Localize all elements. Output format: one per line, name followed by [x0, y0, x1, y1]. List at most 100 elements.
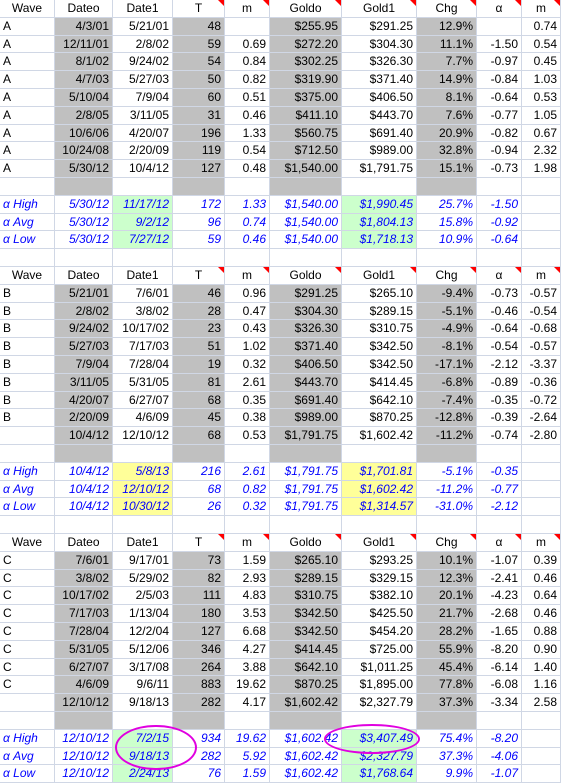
data-cell: B	[0, 391, 55, 410]
data-cell: A	[0, 160, 55, 178]
data-cell: C	[0, 551, 55, 570]
comment-marker	[470, 267, 476, 273]
stat-cell: $1,602.42	[342, 480, 417, 499]
data-cell: 19.62	[225, 676, 270, 695]
data-cell: 9/17/01	[113, 551, 173, 570]
data-cell: $342.50	[270, 605, 342, 623]
comment-marker	[410, 534, 416, 540]
data-cell: -0.89	[477, 373, 522, 392]
stat-cell: $1,804.13	[342, 213, 417, 232]
header-cell: m	[522, 0, 561, 18]
data-cell: 111	[173, 587, 225, 606]
data-cell: 12.3%	[417, 569, 477, 588]
data-cell: $342.50	[270, 623, 342, 641]
empty-cell	[522, 712, 561, 730]
data-cell: $691.40	[342, 124, 417, 143]
data-cell: -1.65	[477, 623, 522, 641]
data-cell: 0.39	[522, 551, 561, 570]
stat-cell: 1.33	[225, 195, 270, 214]
header-cell: Dateo	[55, 0, 113, 18]
data-cell: 9/24/02	[113, 53, 173, 72]
data-cell: 73	[173, 551, 225, 570]
data-cell: $326.30	[342, 53, 417, 72]
data-cell: 127	[173, 623, 225, 641]
stat-cell: $1,540.00	[270, 195, 342, 214]
data-cell: -0.94	[477, 142, 522, 161]
stat-cell: 10/4/12	[55, 498, 113, 517]
stat-cell: 7/2/15	[113, 729, 173, 748]
empty-cell	[270, 445, 342, 463]
data-cell: $342.50	[342, 338, 417, 356]
stat-cell: 19.62	[225, 729, 270, 748]
data-cell: 23	[173, 320, 225, 339]
stat-cell: $1,602.42	[270, 747, 342, 766]
stat-cell: $1,791.75	[270, 462, 342, 481]
empty-cell	[55, 445, 113, 463]
empty-cell	[270, 712, 342, 730]
data-cell: 2.93	[225, 569, 270, 588]
stat-cell: $1,791.75	[270, 498, 342, 517]
stat-cell: $1,602.42	[270, 729, 342, 748]
stat-cell: -0.92	[477, 213, 522, 232]
empty-cell	[225, 516, 270, 534]
stat-cell: 282	[173, 747, 225, 766]
empty-cell	[417, 712, 477, 730]
header-cell: Goldo	[270, 534, 342, 552]
comment-marker	[218, 534, 224, 540]
data-cell: $382.10	[342, 587, 417, 606]
header-cell: Chg	[417, 267, 477, 285]
data-cell: A	[0, 89, 55, 107]
stat-cell	[522, 462, 561, 481]
data-cell: $2,327.79	[342, 694, 417, 712]
data-cell: A	[0, 35, 55, 54]
empty-cell	[0, 712, 55, 730]
data-cell	[225, 17, 270, 36]
header-cell: m	[225, 534, 270, 552]
data-cell: $870.25	[270, 676, 342, 695]
data-cell: 2.58	[522, 694, 561, 712]
data-cell: 81	[173, 373, 225, 392]
data-cell: 3/11/05	[113, 106, 173, 125]
empty-cell	[225, 249, 270, 267]
header-cell: Date1	[113, 534, 173, 552]
stat-cell: $1,314.57	[342, 498, 417, 517]
empty-cell	[0, 445, 55, 463]
data-cell: 0.53	[522, 89, 561, 107]
data-cell: 45.4%	[417, 658, 477, 677]
data-cell: -4.9%	[417, 320, 477, 339]
stat-cell: 76	[173, 765, 225, 783]
comment-marker	[515, 0, 521, 6]
data-cell: 0.82	[225, 71, 270, 89]
stat-cell: 1.59	[225, 765, 270, 783]
stat-cell: -4.06	[477, 747, 522, 766]
stat-cell: 12/10/12	[113, 480, 173, 499]
data-cell: 0.48	[225, 160, 270, 178]
data-cell: 0.46	[522, 569, 561, 588]
data-cell: C	[0, 658, 55, 677]
data-cell: 12.9%	[417, 17, 477, 36]
data-cell: -3.34	[477, 694, 522, 712]
stat-cell: 25.7%	[417, 195, 477, 214]
data-cell: 9/6/11	[113, 676, 173, 695]
data-cell: -5.1%	[417, 302, 477, 321]
stat-cell: 0.74	[225, 213, 270, 232]
stat-cell	[522, 765, 561, 783]
stat-cell: α Avg	[0, 480, 55, 499]
empty-cell	[55, 178, 113, 196]
data-cell: $265.10	[270, 551, 342, 570]
data-cell: -2.41	[477, 569, 522, 588]
data-cell: 0.67	[522, 124, 561, 143]
data-cell: 7/6/01	[55, 551, 113, 570]
header-cell: Gold1	[342, 267, 417, 285]
empty-cell	[55, 712, 113, 730]
empty-cell	[0, 178, 55, 196]
comment-marker	[554, 0, 560, 6]
data-cell: $406.50	[270, 356, 342, 374]
data-cell: $642.10	[270, 658, 342, 677]
data-cell: 8.1%	[417, 89, 477, 107]
stat-cell: 934	[173, 729, 225, 748]
header-cell: m	[225, 0, 270, 18]
data-cell: -1.07	[477, 551, 522, 570]
data-cell: -3.37	[522, 356, 561, 374]
empty-cell	[173, 178, 225, 196]
